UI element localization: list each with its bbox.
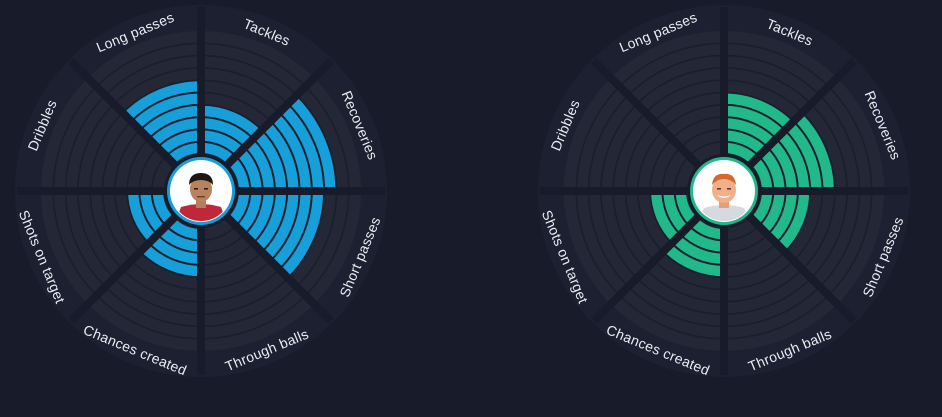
value-bar-segment xyxy=(271,191,311,269)
value-bar-segment xyxy=(776,130,810,191)
segment-divider xyxy=(747,214,857,324)
value-bar-segment xyxy=(140,243,201,277)
segment-background xyxy=(610,31,724,165)
value-bar-segment xyxy=(759,148,785,191)
value-bar-segment xyxy=(750,191,773,226)
value-bar-segment xyxy=(280,104,324,191)
segment-background xyxy=(201,217,315,351)
value-bar-segment xyxy=(201,130,244,156)
value-bar-segment xyxy=(140,105,201,139)
value-bar-segment xyxy=(149,235,201,264)
segment-background xyxy=(564,77,698,191)
value-bar-segment xyxy=(245,191,274,243)
segment-divider xyxy=(591,58,701,168)
value-bar-segment xyxy=(236,191,262,234)
value-bar-segment xyxy=(152,191,175,226)
value-bar-segment xyxy=(663,243,724,277)
segment-divider xyxy=(224,58,334,168)
value-bar-segment xyxy=(280,191,324,278)
value-bar-segment xyxy=(245,139,274,191)
segment-divider xyxy=(68,214,178,324)
value-bar-segment xyxy=(681,226,724,252)
value-bar-segment xyxy=(158,226,201,252)
value-bars xyxy=(651,93,834,277)
value-bar-segment xyxy=(288,95,336,191)
value-bar-segment xyxy=(166,142,201,165)
value-bar-segment xyxy=(149,118,201,147)
segment-divider xyxy=(224,214,334,324)
value-bar-segment xyxy=(724,118,776,147)
value-bar-segment xyxy=(724,130,767,156)
value-bar-segment xyxy=(750,156,773,191)
value-bar-segment xyxy=(201,142,236,165)
value-bar-segment xyxy=(768,139,797,191)
value-bar-segment xyxy=(236,148,262,191)
value-bar-segment xyxy=(776,191,810,252)
segment-background xyxy=(724,217,838,351)
value-bar-segment xyxy=(201,105,262,139)
segment-divider xyxy=(68,58,178,168)
value-bar-segment xyxy=(675,191,698,226)
value-bar-segment xyxy=(794,113,834,191)
value-bar-segment xyxy=(262,191,299,260)
value-bar-segment xyxy=(663,191,689,234)
value-bars xyxy=(123,81,336,278)
value-bar-segment xyxy=(262,122,299,191)
value-bar-segment xyxy=(724,142,759,165)
value-bar-segment xyxy=(128,191,157,243)
value-bar-segment xyxy=(227,191,250,226)
value-bar-segment xyxy=(672,235,724,264)
value-bar-segment xyxy=(201,118,253,147)
value-bar-segment xyxy=(166,217,201,240)
value-bar-segment xyxy=(158,130,201,156)
value-bar-segment xyxy=(140,191,166,234)
segment-background xyxy=(41,77,175,191)
segment-divider xyxy=(747,58,857,168)
value-bar-segment xyxy=(123,81,201,121)
value-bar-segment xyxy=(768,191,797,243)
value-bar-segment xyxy=(651,191,680,243)
value-bar-segment xyxy=(689,217,724,240)
value-bar-segment xyxy=(253,130,287,191)
value-bar-segment xyxy=(785,122,822,191)
value-bar-segment xyxy=(724,105,785,139)
value-bar-segment xyxy=(271,113,311,191)
value-bar-segment xyxy=(724,93,793,130)
value-bar-segment xyxy=(227,156,250,191)
value-bar-segment xyxy=(759,191,785,234)
segment-divider xyxy=(591,214,701,324)
value-bar-segment xyxy=(253,191,287,252)
value-bar-segment xyxy=(132,93,201,130)
